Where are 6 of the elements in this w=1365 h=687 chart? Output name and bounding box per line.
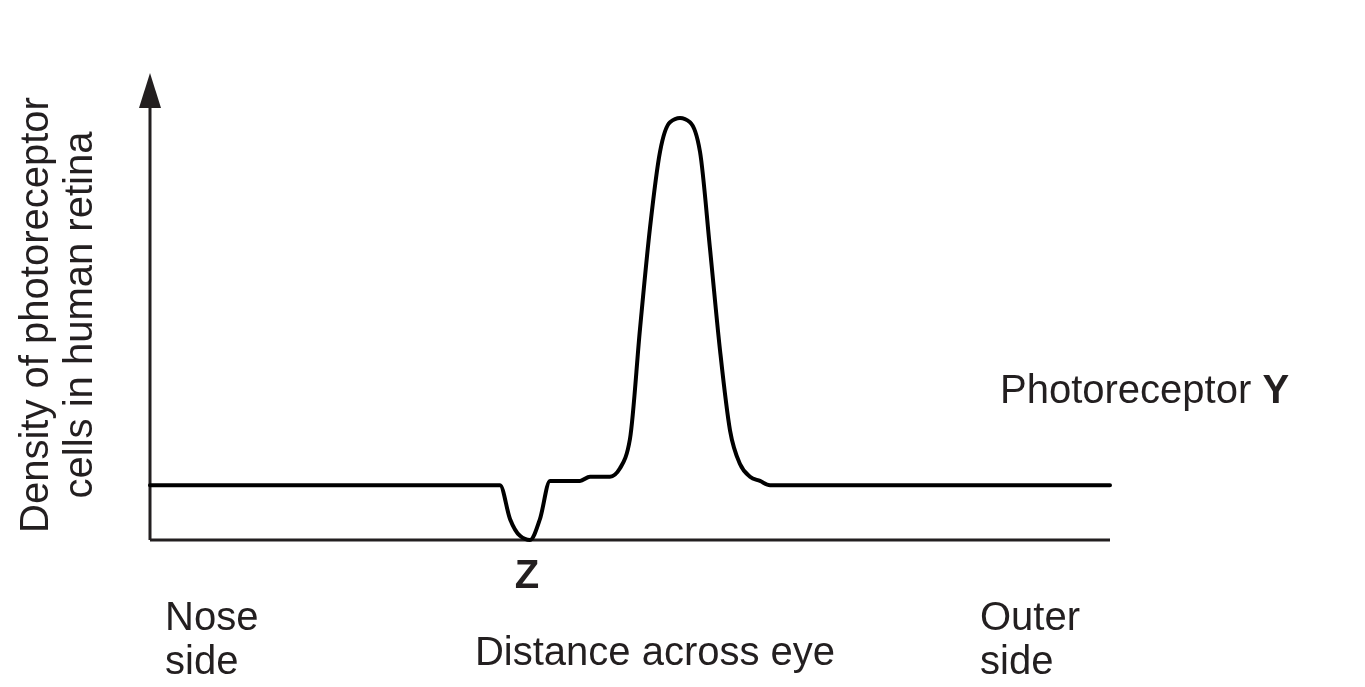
text: Outer side (980, 594, 1081, 682)
text: Z (514, 552, 540, 596)
y-axis-title: Density of photoreceptor cells in human retina (12, 97, 100, 533)
x-axis-title: Distance across eye (474, 629, 836, 673)
text: Nose side (165, 594, 259, 682)
series-label: Photoreceptor Y (1000, 367, 1290, 411)
